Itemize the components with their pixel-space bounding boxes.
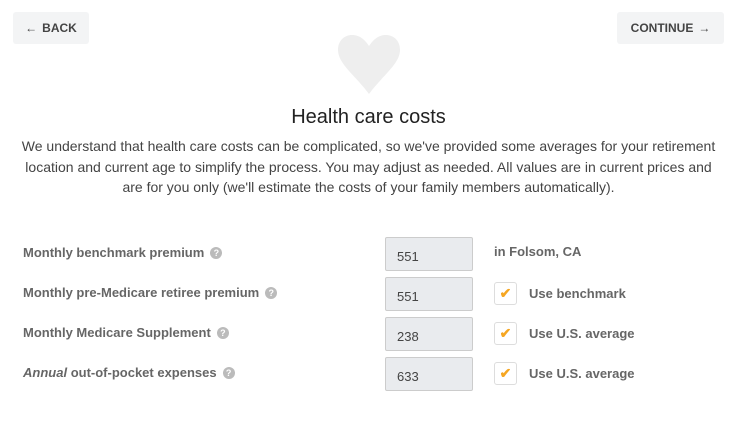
heart-icon [338,35,400,94]
pre-medicare-premium-input[interactable] [385,277,473,311]
page-title: Health care costs [291,106,446,128]
location-text: in Folsom, CA [494,244,582,259]
field-label: out-of-pocket expenses [70,365,217,380]
row-out-of-pocket: Annual out-of-pocket expenses? ✔ Use U.S… [0,357,737,391]
field-label: Monthly pre-Medicare retiree premium [23,285,260,300]
use-us-average-checkbox[interactable]: ✔ [494,322,517,345]
help-icon[interactable]: ? [222,366,235,379]
help-icon[interactable]: ? [210,246,223,259]
out-of-pocket-input[interactable] [385,357,473,391]
arrow-left-icon: ← [25,21,38,35]
checkmark-icon: ✔ [499,365,512,381]
field-label: Monthly Medicare Supplement [23,325,211,340]
benchmark-premium-input[interactable] [385,237,473,271]
help-icon[interactable]: ? [265,286,278,299]
back-button[interactable]: ← BACK [13,12,89,44]
help-icon[interactable]: ? [216,326,229,339]
checkmark-icon: ✔ [499,285,512,301]
row-benchmark-premium: Monthly benchmark premium? in Folsom, CA [0,237,737,271]
use-benchmark-checkbox[interactable]: ✔ [494,282,517,305]
intro-text: We understand that health care costs can… [21,138,716,195]
arrow-right-icon: → [698,21,711,35]
row-medicare-supplement: Monthly Medicare Supplement? ✔ Use U.S. … [0,317,737,351]
checkmark-icon: ✔ [499,325,512,341]
field-label-emphasis: Annual [23,365,68,380]
checkbox-label: Use U.S. average [529,366,635,381]
use-us-average-checkbox[interactable]: ✔ [494,362,517,385]
medicare-supplement-input[interactable] [385,317,473,351]
continue-button[interactable]: CONTINUE → [617,12,724,44]
checkbox-label: Use benchmark [529,286,626,301]
row-pre-medicare-premium: Monthly pre-Medicare retiree premium? ✔ … [0,277,737,311]
field-label: Monthly benchmark premium [23,245,205,260]
checkbox-label: Use U.S. average [529,326,635,341]
